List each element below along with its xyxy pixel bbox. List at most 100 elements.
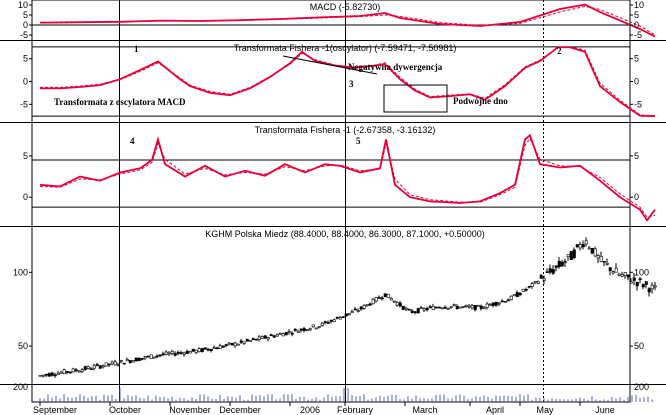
candle-body bbox=[80, 369, 84, 372]
candle-body bbox=[434, 306, 438, 309]
candle-body bbox=[206, 348, 210, 351]
candle-body bbox=[176, 351, 180, 354]
candle-body bbox=[86, 366, 90, 369]
candle-body bbox=[380, 297, 384, 300]
candle-body bbox=[548, 268, 552, 273]
candle-body bbox=[533, 281, 537, 283]
candle-body bbox=[563, 261, 567, 263]
x-tick-label: November bbox=[169, 405, 211, 415]
candle-body bbox=[536, 281, 540, 284]
candle-body bbox=[230, 342, 234, 346]
candle-body bbox=[296, 330, 300, 333]
candle-body bbox=[392, 300, 396, 303]
candle-body bbox=[50, 372, 54, 376]
candle-body bbox=[167, 352, 171, 355]
x-tick-label: October bbox=[109, 405, 141, 415]
candle-body bbox=[371, 298, 375, 305]
candle-body bbox=[566, 254, 570, 257]
candle-body bbox=[461, 306, 465, 308]
y-tick-label-left: 5 bbox=[23, 151, 28, 161]
candle-body bbox=[275, 334, 279, 337]
candle-body bbox=[359, 306, 363, 310]
candle-body bbox=[443, 306, 447, 309]
candle-body bbox=[149, 354, 153, 359]
candle-body bbox=[374, 297, 378, 302]
candle-body bbox=[521, 288, 525, 292]
candle-body bbox=[440, 307, 444, 310]
panel-title: KGHM Polska Miedz (88.4000, 88.4000, 86.… bbox=[205, 229, 484, 239]
candle-body bbox=[545, 271, 549, 274]
candle-body bbox=[632, 277, 636, 281]
candle-body bbox=[248, 340, 252, 342]
candle-body bbox=[170, 350, 174, 354]
candle-body bbox=[605, 263, 609, 265]
candle-body bbox=[506, 299, 510, 302]
y-tick-label-left: 100 bbox=[13, 267, 28, 277]
candle-body bbox=[263, 335, 267, 339]
candle-body bbox=[503, 301, 507, 303]
candle-body bbox=[125, 359, 129, 362]
candle-body bbox=[326, 322, 330, 324]
candle-body bbox=[131, 360, 135, 363]
candle-body bbox=[401, 305, 405, 310]
y-tick-label-right: -5 bbox=[634, 30, 642, 40]
annotation-label-4: 4 bbox=[130, 136, 135, 146]
candle-body bbox=[623, 272, 627, 276]
candle-body bbox=[308, 328, 312, 331]
candle-body bbox=[455, 305, 459, 309]
candle-body bbox=[569, 251, 573, 261]
candle-body bbox=[47, 373, 51, 377]
candle-body bbox=[41, 374, 45, 377]
candle-body bbox=[497, 302, 501, 305]
candle-body bbox=[257, 336, 261, 340]
candle-body bbox=[473, 304, 477, 311]
candle-body bbox=[233, 342, 237, 347]
candle-body bbox=[410, 310, 414, 314]
candle-body bbox=[203, 347, 207, 350]
candle-body bbox=[638, 278, 642, 281]
x-tick-label: September bbox=[33, 405, 77, 415]
signal-line bbox=[40, 46, 656, 117]
x-tick-label: March bbox=[412, 405, 437, 415]
candle-body bbox=[194, 349, 198, 353]
candle-body bbox=[260, 336, 264, 339]
candle-body bbox=[38, 374, 42, 377]
candle-body bbox=[635, 281, 639, 287]
candle-body bbox=[413, 311, 417, 313]
candle-body bbox=[554, 265, 558, 268]
candle-body bbox=[581, 244, 585, 248]
candle-body bbox=[218, 345, 222, 349]
candle-body bbox=[599, 255, 603, 262]
y-tick-label-left: 10 bbox=[18, 0, 28, 10]
candle-body bbox=[602, 260, 606, 263]
panel-title: Transformata Fishera -1 (-2.67358, -3.16… bbox=[255, 125, 436, 135]
candle-body bbox=[335, 316, 339, 319]
candle-body bbox=[269, 334, 273, 337]
x-tick-label: May bbox=[536, 405, 554, 415]
candle-body bbox=[395, 302, 399, 306]
candle-body bbox=[143, 356, 147, 359]
candle-body bbox=[437, 306, 441, 309]
candle-body bbox=[476, 305, 480, 307]
indicator-line bbox=[39, 133, 656, 222]
candle-body bbox=[146, 355, 150, 358]
candle-body bbox=[137, 357, 141, 362]
y-tick-label-right: 50 bbox=[634, 341, 644, 351]
divergence-line bbox=[282, 55, 378, 75]
candle-body bbox=[530, 283, 534, 287]
x-tick-label: February bbox=[337, 405, 374, 415]
y-tick-label-left: 0 bbox=[23, 192, 28, 202]
candle-body bbox=[95, 364, 99, 366]
y-tick-label-right: 5 bbox=[634, 10, 639, 20]
candle-body bbox=[398, 302, 402, 307]
x-tick-label: June bbox=[595, 405, 615, 415]
candle-body bbox=[323, 321, 327, 323]
candle-body bbox=[188, 351, 192, 354]
candle-body bbox=[278, 333, 282, 335]
y-tick-label-right: 5 bbox=[634, 151, 639, 161]
y-tick-label-left: 200 bbox=[13, 382, 28, 392]
x-tick-label: December bbox=[219, 405, 261, 415]
candle-body bbox=[182, 352, 186, 355]
candle-body bbox=[482, 307, 486, 310]
annotation-transform-from-macd: Transformata z oscylatora MACD bbox=[54, 97, 186, 107]
